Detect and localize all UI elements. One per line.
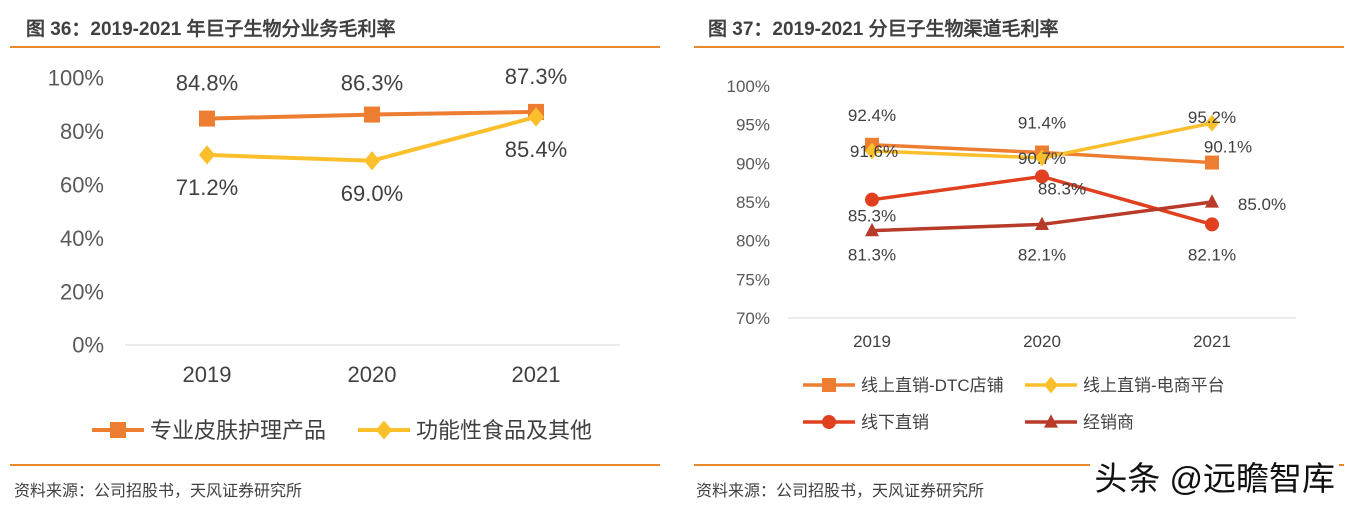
data-point	[1205, 217, 1219, 232]
divider	[694, 46, 1344, 48]
data-point	[1205, 194, 1219, 208]
legend-label: 线上直销-电商平台	[1083, 376, 1225, 395]
y-tick-label: 80%	[736, 232, 770, 251]
data-label: 86.3%	[341, 71, 403, 96]
chart-37-title: 图 37：2019-2021 分巨子生物渠道毛利率	[708, 19, 1059, 40]
divider	[10, 464, 660, 466]
data-label: 84.8%	[176, 71, 238, 96]
data-point	[199, 145, 215, 165]
x-tick-label: 2019	[853, 332, 891, 351]
data-point	[1035, 216, 1049, 231]
y-tick-label: 75%	[736, 270, 770, 289]
data-point	[364, 151, 380, 171]
y-tick-label: 40%	[60, 226, 104, 251]
data-label: 82.1%	[1188, 245, 1236, 264]
data-label: 87.3%	[505, 64, 567, 89]
legend-label: 线下直销	[861, 413, 929, 432]
y-tick-label: 20%	[60, 279, 104, 304]
data-label: 69.0%	[341, 181, 403, 206]
data-point	[364, 106, 380, 123]
y-tick-label: 60%	[60, 173, 104, 198]
data-point	[865, 222, 879, 237]
chart-36-title: 图 36：2019-2021 年巨子生物分业务毛利率	[26, 19, 396, 40]
data-label: 91.4%	[1018, 114, 1066, 133]
source-note: 资料来源：公司招股书，天风证券研究所	[14, 483, 303, 500]
data-label: 82.1%	[1018, 245, 1066, 264]
data-point	[1205, 114, 1219, 132]
x-tick-label: 2020	[1023, 332, 1061, 351]
y-tick-label: 70%	[736, 309, 770, 328]
data-point	[199, 110, 215, 127]
legend-label: 功能性食品及其他	[416, 418, 592, 443]
data-label: 91.6%	[850, 142, 898, 161]
legend-marker	[1044, 414, 1058, 428]
y-tick-label: 95%	[736, 116, 770, 135]
y-tick-label: 80%	[60, 119, 104, 144]
data-label: 95.2%	[1188, 108, 1236, 127]
legend-marker	[376, 420, 392, 440]
watermark: 头条 @远瞻智库	[1090, 452, 1339, 500]
data-point	[865, 192, 879, 207]
legend-label: 经销商	[1083, 413, 1134, 432]
x-tick-label: 2021	[512, 362, 561, 387]
data-label: 88.3%	[1038, 179, 1086, 198]
data-label: 81.3%	[848, 246, 896, 265]
data-label: 92.4%	[848, 106, 896, 125]
data-label: 85.3%	[848, 207, 896, 226]
y-tick-label: 90%	[736, 154, 770, 173]
data-label: 90.7%	[1018, 149, 1066, 168]
legend-label: 专业皮肤护理产品	[150, 418, 326, 443]
data-point	[1035, 149, 1049, 167]
y-tick-label: 100%	[727, 77, 770, 96]
divider	[10, 46, 660, 48]
x-tick-label: 2020	[348, 362, 397, 387]
data-label: 71.2%	[176, 175, 238, 200]
data-point	[865, 142, 879, 160]
data-point	[1035, 169, 1049, 184]
source-note: 资料来源：公司招股书，天风证券研究所	[696, 483, 985, 500]
y-tick-label: 85%	[736, 193, 770, 212]
x-tick-label: 2019	[183, 362, 232, 387]
data-label: 85.4%	[505, 137, 567, 162]
legend-marker	[822, 415, 836, 429]
x-tick-label: 2021	[1193, 332, 1231, 351]
legend-marker	[822, 378, 836, 392]
divider	[694, 464, 1344, 466]
legend-marker	[110, 422, 126, 438]
legend-marker	[1044, 376, 1058, 394]
y-tick-label: 0%	[72, 333, 104, 358]
legend-label: 线上直销-DTC店铺	[861, 376, 1004, 395]
data-label: 90.1%	[1204, 138, 1252, 157]
data-point	[1205, 155, 1219, 170]
data-point	[528, 107, 544, 127]
y-tick-label: 100%	[48, 66, 104, 91]
data-label: 85.0%	[1238, 195, 1286, 214]
